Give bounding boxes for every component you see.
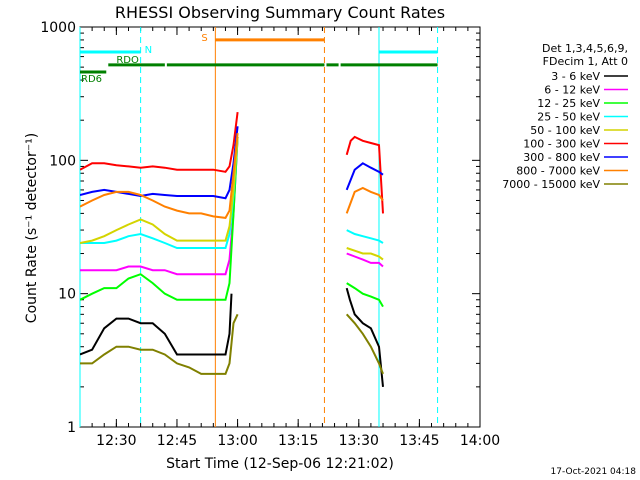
series-line bbox=[346, 247, 384, 261]
x-tick-label: 14:00 bbox=[460, 433, 500, 449]
x-tick-label: 13:15 bbox=[278, 433, 318, 449]
y-axis-label: Count Rate (s⁻¹ detector⁻¹) bbox=[24, 133, 40, 323]
series-line bbox=[345, 287, 384, 387]
series-line bbox=[80, 293, 233, 356]
series-line bbox=[345, 186, 384, 214]
series-line bbox=[346, 252, 384, 268]
footer-timestamp: 17-Oct-2021 04:18 bbox=[551, 467, 637, 477]
x-axis-label: Start Time (12-Sep-06 12:21:02) bbox=[166, 456, 394, 472]
legend-entry-label: 7000 - 15000 keV bbox=[502, 178, 600, 191]
series-line bbox=[80, 136, 239, 244]
legend-header-line-2: FDecim 1, Att 0 bbox=[543, 55, 628, 68]
series-line bbox=[80, 111, 239, 173]
series-line bbox=[80, 313, 239, 375]
series-line bbox=[346, 229, 384, 244]
series-line bbox=[345, 135, 384, 214]
y-tick-label: 1000 bbox=[40, 20, 76, 36]
series-line bbox=[80, 132, 239, 219]
y-tick-label: 10 bbox=[58, 287, 76, 303]
legend-header-line-1: Det 1,3,4,5,6,9, bbox=[542, 42, 628, 55]
plot-frame bbox=[79, 26, 481, 428]
legend-entry-label: 12 - 25 keV bbox=[537, 97, 600, 110]
plot-area: 1 10 100 1000 12:30 12:45 13:00 13:15 13:30 13:45… bbox=[40, 20, 628, 449]
legend-entry-label: 3 - 6 keV bbox=[551, 70, 600, 83]
series-line bbox=[345, 313, 384, 375]
x-tick-label: 13:45 bbox=[399, 433, 439, 449]
y-tick-label: 100 bbox=[49, 153, 76, 169]
legend-entry-label: 100 - 300 keV bbox=[523, 138, 600, 151]
x-tick-label: 13:30 bbox=[339, 433, 379, 449]
legend-entry-label: 800 - 7000 keV bbox=[516, 165, 600, 178]
flag-bar-label: RDO bbox=[116, 55, 139, 66]
series-line bbox=[345, 162, 384, 191]
series-line bbox=[346, 282, 384, 308]
chart-title: RHESSI Observing Summary Count Rates bbox=[115, 3, 445, 22]
x-tick-label: 12:30 bbox=[96, 433, 136, 449]
series-line bbox=[80, 136, 239, 249]
series-line bbox=[80, 126, 239, 200]
y-tick-label: 1 bbox=[67, 420, 76, 436]
legend-entry-label: 50 - 100 keV bbox=[530, 124, 600, 137]
series-line bbox=[80, 136, 239, 276]
flag-bar-label: RD6 bbox=[81, 74, 102, 85]
flag-bar-label: S bbox=[201, 33, 207, 44]
series-line bbox=[80, 136, 239, 301]
x-tick-label: 12:45 bbox=[157, 433, 197, 449]
flag-bar-label: N bbox=[145, 45, 152, 56]
legend-entry-label: 300 - 800 keV bbox=[523, 151, 600, 164]
x-tick-label: 13:00 bbox=[217, 433, 257, 449]
legend-entry-label: 6 - 12 keV bbox=[544, 84, 600, 97]
legend-entry-label: 25 - 50 keV bbox=[537, 111, 600, 124]
